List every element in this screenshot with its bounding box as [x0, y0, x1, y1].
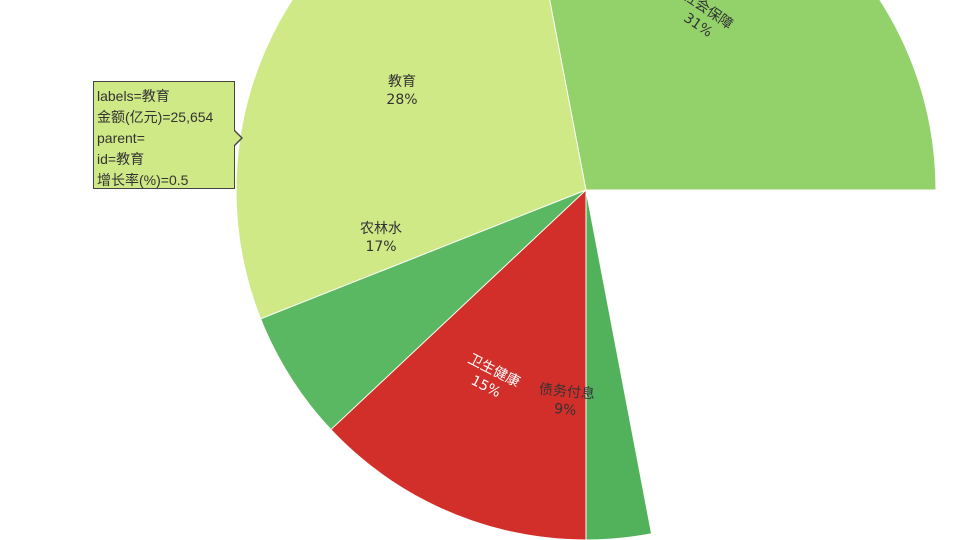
pie-slices — [235, 0, 937, 540]
tooltip-labels: labels=教育 — [97, 88, 170, 104]
tooltip-arrow-fill — [234, 131, 241, 145]
tooltip-id: id=教育 — [97, 151, 145, 167]
tooltip-amount: 金额(亿元)=25,654 — [97, 109, 214, 125]
hover-tooltip: labels=教育 金额(亿元)=25,654 parent= id=教育 增长… — [93, 81, 243, 189]
pie-slice-教育[interactable] — [235, 0, 587, 320]
tooltip-parent: parent= — [97, 130, 145, 146]
pie-slice-社会保障[interactable] — [457, 0, 937, 191]
tooltip-growth: 增长率(%)=0.5 — [97, 172, 189, 188]
